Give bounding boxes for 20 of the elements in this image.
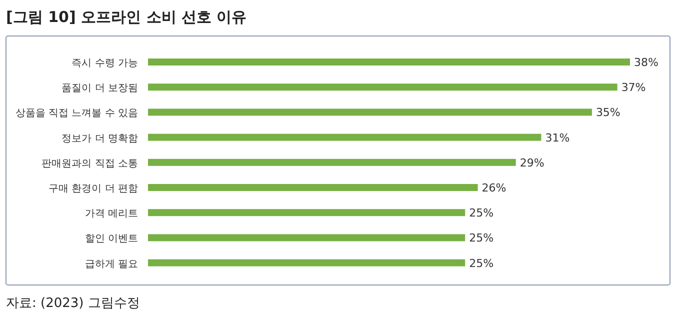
y-tick-label: 정보가 더 명확함: [62, 133, 138, 144]
data-label: 31%: [545, 131, 570, 144]
data-label: 35%: [596, 106, 620, 120]
y-tick-label: 구매 환경이 더 편함: [48, 184, 138, 194]
data-label: 26%: [482, 182, 506, 194]
y-tick-label: 가격 메리트: [84, 208, 138, 220]
y-tick-label: 즉시 수령 가능: [72, 58, 138, 69]
text: 자료: (2023) 그림수정: [6, 296, 140, 311]
data-label: 29%: [520, 156, 544, 170]
y-tick-label: 급하게 필요: [84, 258, 138, 270]
data-label: 37%: [621, 81, 646, 94]
y-tick-label: 할인 이벤트: [84, 234, 138, 245]
title: [그림 10] 오프라인 소비 선호 이유: [6, 8, 247, 26]
data-label: 25%: [469, 206, 494, 220]
y-tick-label: 품질이 더 보장됨: [62, 83, 138, 94]
data-label: 38%: [634, 56, 658, 69]
y-tick-label: 판매원과의 직접 소통: [42, 158, 138, 170]
data-label: 25%: [469, 232, 494, 245]
data-label: 25%: [469, 256, 494, 270]
y-tick-label: 상품을 직접 느껴볼 수 있음: [15, 108, 138, 120]
